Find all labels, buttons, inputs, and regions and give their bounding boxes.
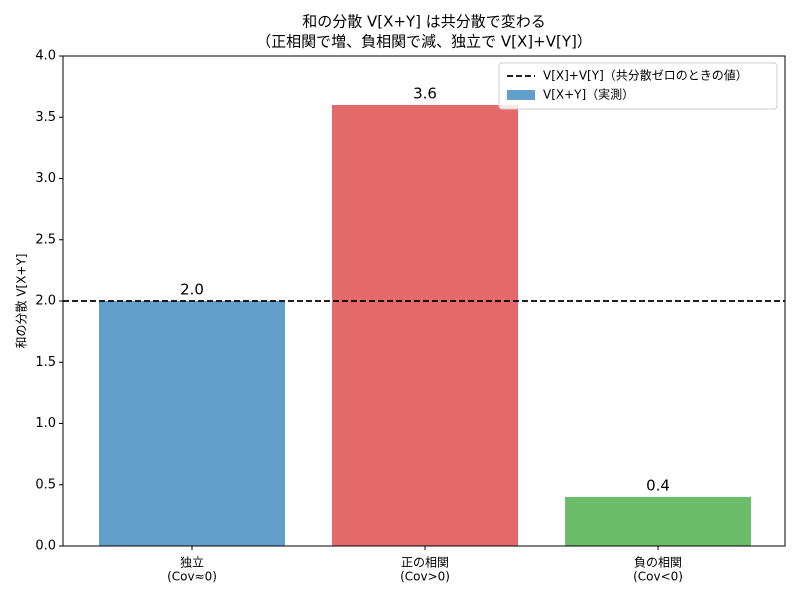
value-label: 3.6	[413, 85, 437, 103]
x-tick-label: (Cov>0)	[400, 570, 450, 584]
y-tick-label: 2.5	[35, 232, 56, 247]
legend-label: V[X]+V[Y]（共分散ゼロのときの値）	[543, 68, 748, 83]
bar	[565, 497, 751, 546]
chart-title: 和の分散 V[X+Y] は共分散で変わる	[302, 13, 546, 31]
y-tick-label: 1.5	[35, 355, 56, 370]
x-tick-label: 負の相関	[634, 556, 682, 570]
y-tick-label: 3.5	[35, 110, 56, 125]
y-axis-label: 和の分散 V[X+Y]	[14, 254, 29, 349]
legend-label: V[X+Y]（実測）	[543, 87, 634, 102]
x-tick-label: (Cov≈0)	[167, 570, 217, 584]
bar	[99, 301, 285, 546]
y-tick-label: 2.0	[35, 294, 56, 309]
x-tick-label: 正の相関	[401, 556, 449, 570]
y-tick-label: 4.0	[35, 49, 56, 64]
y-tick-label: 0.5	[35, 477, 56, 492]
y-tick-label: 0.0	[35, 539, 56, 554]
plot-frame	[62, 55, 786, 547]
y-tick-label: 1.0	[35, 416, 56, 431]
legend-box	[498, 62, 778, 110]
value-label: 2.0	[180, 281, 204, 299]
legend-swatch	[507, 90, 535, 100]
x-tick-label: (Cov<0)	[633, 570, 683, 584]
y-tick-label: 3.0	[35, 171, 56, 186]
x-tick-label: 独立	[180, 555, 204, 570]
chart-title: （正相関で増、負相関で減、独立で V[X]+V[Y]）	[256, 33, 592, 51]
value-label: 0.4	[646, 477, 670, 495]
bar	[332, 105, 518, 546]
